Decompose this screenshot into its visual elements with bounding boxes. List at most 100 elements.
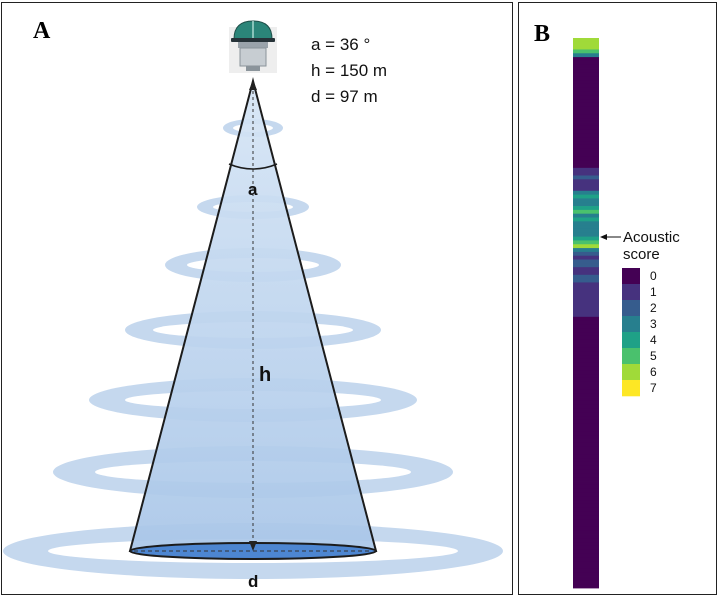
score-cell bbox=[573, 416, 599, 421]
legend-tick-label: 5 bbox=[650, 349, 657, 363]
score-cell bbox=[573, 507, 599, 513]
angle-arc bbox=[228, 163, 278, 170]
score-cell bbox=[573, 370, 599, 375]
legend-swatch bbox=[622, 364, 640, 381]
score-cell bbox=[573, 328, 599, 333]
height-label: h bbox=[259, 364, 271, 386]
score-cell bbox=[573, 282, 599, 287]
score-cell bbox=[573, 278, 599, 283]
score-cell bbox=[573, 217, 599, 222]
score-cell bbox=[573, 454, 599, 459]
score-cell bbox=[573, 240, 599, 245]
score-cell bbox=[573, 324, 599, 329]
panel-a: A a = 36 ° h = 150 m d = 97 m a h d bbox=[1, 2, 513, 595]
legend-tick-label: 6 bbox=[650, 365, 657, 379]
legend-swatch bbox=[622, 332, 640, 349]
score-cell bbox=[573, 60, 599, 66]
score-cell bbox=[573, 152, 599, 157]
legend-swatch bbox=[622, 300, 640, 317]
score-cell bbox=[573, 397, 599, 402]
score-cell bbox=[573, 80, 599, 85]
legend-swatches bbox=[622, 268, 640, 397]
score-cell bbox=[573, 232, 599, 238]
score-cell bbox=[573, 148, 599, 153]
score-cell bbox=[573, 53, 599, 58]
score-cell bbox=[573, 129, 599, 134]
score-cell bbox=[573, 225, 599, 230]
score-cell bbox=[573, 530, 599, 535]
score-cell bbox=[573, 339, 599, 344]
score-cell bbox=[573, 228, 599, 234]
score-cell bbox=[573, 309, 599, 314]
score-cell bbox=[573, 561, 599, 566]
score-cell bbox=[573, 122, 599, 127]
height-arrow-up bbox=[249, 80, 257, 90]
score-cell bbox=[573, 496, 599, 501]
score-cell bbox=[573, 286, 599, 291]
score-cell bbox=[573, 553, 599, 558]
score-cell bbox=[573, 76, 599, 81]
score-cell bbox=[573, 408, 599, 413]
score-cell bbox=[573, 194, 599, 199]
score-cell bbox=[573, 576, 599, 581]
angle-label: a bbox=[248, 180, 258, 199]
score-cell bbox=[573, 236, 599, 241]
score-cell bbox=[573, 461, 599, 467]
score-cell bbox=[573, 110, 599, 115]
score-cell bbox=[573, 270, 599, 276]
score-cell bbox=[573, 572, 599, 577]
param-angle: a = 36 ° bbox=[311, 35, 370, 54]
score-cell bbox=[573, 393, 599, 398]
score-cell bbox=[573, 439, 599, 444]
score-cell bbox=[573, 347, 599, 352]
score-cell bbox=[573, 374, 599, 379]
score-cell bbox=[573, 435, 599, 440]
score-cell bbox=[573, 64, 599, 69]
score-cell bbox=[573, 511, 599, 516]
score-cell bbox=[573, 95, 599, 100]
score-cell bbox=[573, 488, 599, 493]
score-cell bbox=[573, 209, 599, 215]
score-cell bbox=[573, 465, 599, 470]
score-cell bbox=[573, 381, 599, 386]
pointer-label-line1: Acoustic bbox=[623, 229, 680, 246]
panel-b-label: B bbox=[534, 21, 550, 47]
score-cell bbox=[573, 549, 599, 555]
score-cell bbox=[573, 503, 599, 509]
score-cell bbox=[573, 404, 599, 409]
score-cell bbox=[573, 83, 599, 89]
param-diameter: d = 97 m bbox=[311, 87, 378, 106]
score-cell bbox=[573, 385, 599, 390]
panel-b: B Acoustic score 0 1 2 3 4 5 6 7 bbox=[518, 2, 717, 595]
score-cell bbox=[573, 355, 599, 360]
legend-swatch bbox=[622, 316, 640, 333]
score-cell bbox=[573, 335, 599, 341]
score-cell bbox=[573, 301, 599, 306]
score-cell bbox=[573, 45, 599, 50]
score-cell bbox=[573, 523, 599, 528]
score-cell bbox=[573, 584, 599, 589]
score-cell bbox=[573, 144, 599, 150]
score-cell bbox=[573, 332, 599, 337]
score-cell bbox=[573, 519, 599, 524]
score-cell bbox=[573, 316, 599, 322]
score-cell bbox=[573, 419, 599, 425]
score-cell bbox=[573, 99, 599, 104]
score-cell bbox=[573, 248, 599, 253]
sonar-cone-diagram: A a = 36 ° h = 150 m d = 97 m a h d bbox=[3, 18, 503, 591]
score-cell bbox=[573, 423, 599, 428]
score-cell bbox=[573, 41, 599, 47]
score-cell bbox=[573, 164, 599, 169]
panel-a-label: A bbox=[33, 18, 51, 44]
legend-tick-label: 4 bbox=[650, 333, 657, 347]
score-cell bbox=[573, 389, 599, 394]
score-cell bbox=[573, 114, 599, 119]
param-height: h = 150 m bbox=[311, 61, 387, 80]
score-cell bbox=[573, 351, 599, 356]
score-cell bbox=[573, 568, 599, 574]
score-cell bbox=[573, 362, 599, 367]
score-cell bbox=[573, 263, 599, 268]
sonar-device-icon bbox=[229, 20, 277, 73]
score-cell bbox=[573, 206, 599, 211]
legend-tick-label: 3 bbox=[650, 317, 657, 331]
